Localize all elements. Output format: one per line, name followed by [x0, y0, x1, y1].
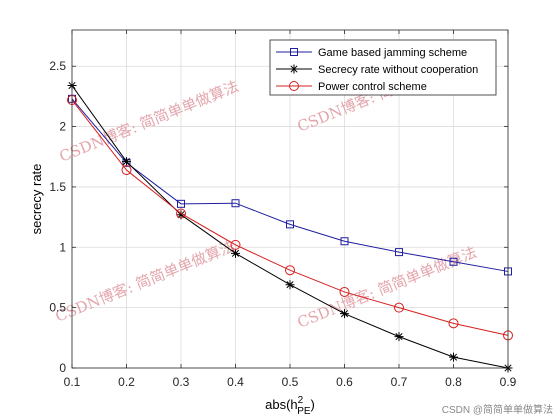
legend: Game based jamming scheme Secrecy rate wi… — [269, 39, 497, 96]
legend-label: Secrecy rate without cooperation — [318, 64, 478, 76]
x-tick-label: 0.8 — [445, 375, 462, 389]
y-tick-label: 2 — [59, 120, 66, 134]
data-point-star — [176, 210, 186, 220]
x-tick-label: 0.7 — [391, 375, 408, 389]
x-tick-label: 0.3 — [173, 375, 190, 389]
legend-entry: Power control scheme — [276, 81, 427, 93]
data-point-square — [286, 220, 294, 229]
data-point-square — [290, 48, 298, 56]
data-point-circle — [285, 265, 295, 276]
x-tick-label: 0.2 — [118, 375, 135, 389]
legend-entry: Secrecy rate without cooperation — [276, 64, 478, 76]
watermark-credit: CSDN @简简单单做算法 — [442, 403, 553, 416]
legend-label: Game based jamming scheme — [318, 47, 467, 59]
data-point-square — [449, 257, 458, 266]
y-tick-label: 2.5 — [49, 59, 66, 73]
data-point-circle — [394, 302, 404, 313]
data-point-square — [177, 199, 185, 208]
legend-label: Power control scheme — [318, 81, 427, 93]
data-point-square — [231, 199, 240, 208]
data-point-circle — [121, 165, 132, 176]
data-point-circle — [176, 208, 186, 219]
x-tick-label: 0.5 — [282, 375, 299, 389]
data-point-star — [289, 64, 299, 74]
x-tick-label: 0.1 — [64, 375, 81, 389]
data-point-star — [122, 157, 131, 167]
data-point-star — [285, 280, 295, 290]
x-tick-label: 0.4 — [227, 375, 244, 389]
y-tick-label: 0.5 — [49, 301, 66, 315]
data-point-star — [231, 248, 240, 258]
data-point-square — [340, 237, 349, 246]
legend-entry: Game based jamming scheme — [276, 47, 467, 59]
data-point-square — [395, 248, 403, 257]
series-line-square — [71, 98, 509, 272]
data-series — [67, 81, 513, 373]
y-tick-label: 1.5 — [49, 180, 66, 194]
x-tick-label: 0.6 — [336, 375, 353, 389]
data-point-circle — [289, 81, 299, 91]
data-point-star — [340, 309, 349, 319]
y-tick-label: 0 — [59, 361, 66, 375]
y-axis-label: secrecy rate — [29, 164, 44, 235]
x-axis-label: abs(h2 PE) — [265, 395, 315, 417]
data-point-circle — [230, 239, 241, 250]
axis-ticks: 0.1 0.2 0.3 0.4 0.5 0.6 0.7 0.8 0.9 0 0.5 1 1.5 2 2.5 — [49, 30, 517, 389]
data-point-circle — [339, 286, 350, 297]
data-point-star — [449, 352, 458, 362]
data-point-star — [394, 332, 404, 342]
series-line-circle — [71, 99, 509, 336]
data-point-circle — [448, 318, 459, 329]
y-tick-label: 1 — [59, 240, 66, 254]
x-tick-label: 0.9 — [500, 375, 517, 389]
